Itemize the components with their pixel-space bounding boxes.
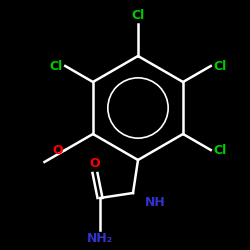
Text: O: O [90, 157, 100, 170]
Text: Cl: Cl [132, 9, 144, 22]
Text: Cl: Cl [214, 60, 227, 72]
Text: Cl: Cl [49, 60, 62, 72]
Text: NH: NH [145, 196, 166, 209]
Text: NH₂: NH₂ [87, 232, 113, 245]
Text: O: O [53, 144, 63, 156]
Text: Cl: Cl [214, 144, 227, 156]
